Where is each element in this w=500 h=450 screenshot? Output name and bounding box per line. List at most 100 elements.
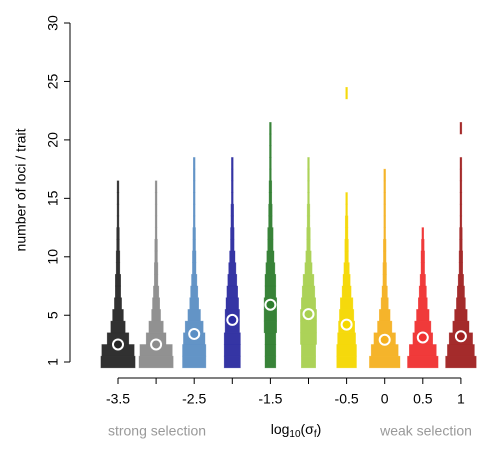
histogram-bar: [114, 297, 122, 310]
histogram-bar: [268, 215, 273, 228]
histogram-bar: [300, 320, 317, 334]
histogram-bar: [193, 192, 196, 205]
histogram-bar: [116, 203, 120, 217]
histogram-bar: [307, 192, 310, 205]
histogram-bar: [223, 344, 241, 357]
x-label-part: (σ: [301, 421, 315, 437]
histogram-bar: [445, 355, 477, 369]
histogram-bar: [304, 262, 313, 275]
histogram-bar: [230, 227, 235, 240]
y-tick-label: 30: [45, 15, 61, 31]
histogram-bar: [115, 285, 122, 299]
histogram-bar: [154, 215, 158, 228]
histogram-bar: [336, 355, 357, 369]
histogram-bar: [344, 227, 349, 240]
histogram-bar: [152, 297, 160, 310]
histogram-bar: [343, 262, 350, 275]
histogram-bar: [342, 274, 351, 287]
histogram-bar: [369, 355, 401, 369]
histogram-bar: [115, 274, 122, 287]
x-label-part: 10: [289, 429, 301, 440]
mean-marker: [340, 318, 353, 331]
histogram-bar: [381, 285, 388, 299]
x-tick-label: 1: [457, 391, 465, 407]
histogram-bar: [263, 320, 278, 334]
histogram-bar: [264, 344, 277, 357]
histogram-bar: [193, 157, 196, 170]
histogram-bar: [457, 274, 464, 287]
histogram-bar: [458, 250, 464, 263]
histogram-bar: [269, 145, 272, 158]
histogram-bar: [138, 355, 174, 369]
histogram-bar: [417, 297, 428, 310]
histogram-bar: [382, 274, 387, 287]
histogram-bar: [226, 285, 238, 299]
histogram-bar: [378, 309, 391, 322]
histogram-bar: [100, 355, 136, 369]
histogram-bar: [148, 320, 164, 334]
histogram-bar: [306, 227, 311, 240]
histogram-bar: [383, 203, 386, 217]
histogram-bar: [344, 250, 349, 263]
histogram-bar: [269, 133, 272, 147]
histogram-bar: [302, 274, 315, 287]
histogram-bar: [300, 332, 317, 345]
histogram-bar: [459, 192, 463, 205]
histogram-bar: [268, 203, 273, 217]
x-tick-label: -0.5: [335, 391, 359, 407]
histogram-bar: [228, 262, 237, 275]
histogram-bar: [341, 285, 352, 299]
histogram-bar: [300, 344, 316, 357]
histogram-bar: [307, 168, 310, 182]
histogram-bar: [370, 344, 399, 357]
mean-marker: [264, 298, 277, 311]
histogram-bar: [456, 297, 466, 310]
histogram-bar: [344, 215, 349, 228]
histogram-bar: [231, 157, 234, 170]
mean-marker: [150, 338, 163, 351]
histogram-bar: [418, 285, 427, 299]
histogram-bar: [231, 168, 234, 182]
x-label-part: f: [314, 429, 317, 440]
histogram-bar: [269, 122, 272, 135]
y-tick-label: 15: [45, 190, 61, 206]
histogram-bar: [416, 309, 430, 322]
histogram-bar: [307, 157, 310, 170]
histogram-bar: [264, 274, 277, 287]
histogram-bar: [420, 262, 425, 275]
histogram-bar: [459, 157, 463, 170]
histogram-bar: [192, 262, 197, 275]
histogram-bar: [421, 227, 424, 240]
histogram-bar: [269, 168, 272, 182]
histogram-bar: [231, 192, 234, 205]
x-tick-label: -2.5: [182, 391, 206, 407]
histogram-bar: [116, 192, 120, 205]
histogram-bar: [264, 285, 277, 299]
histogram-bar: [268, 180, 273, 193]
histogram-bar: [336, 344, 357, 357]
histogram-bar: [154, 238, 158, 252]
histogram-bar: [154, 262, 159, 275]
histogram-bar: [115, 250, 121, 263]
histogram-bar: [154, 192, 158, 205]
x-axis-label: log10(σf): [271, 421, 322, 440]
histogram-bar: [345, 192, 348, 205]
histogram-bar: [264, 355, 277, 369]
x-tick-label: -1.5: [258, 391, 282, 407]
histogram-bar: [306, 203, 311, 217]
histogram-bar: [223, 355, 241, 369]
histogram-bar: [383, 192, 386, 205]
histogram-bar: [419, 274, 426, 287]
histogram-bar: [454, 309, 468, 322]
histogram-bar: [230, 238, 235, 252]
histogram-bar: [306, 215, 311, 228]
histogram-bar: [193, 180, 196, 193]
x-tick-label: 0.5: [413, 391, 433, 407]
histogram-bar: [447, 344, 475, 357]
histogram-bar: [339, 297, 354, 310]
histogram-bar: [458, 262, 464, 275]
histogram-bar: [192, 227, 196, 240]
histogram-bar: [230, 203, 234, 217]
histogram-bar: [407, 355, 439, 369]
